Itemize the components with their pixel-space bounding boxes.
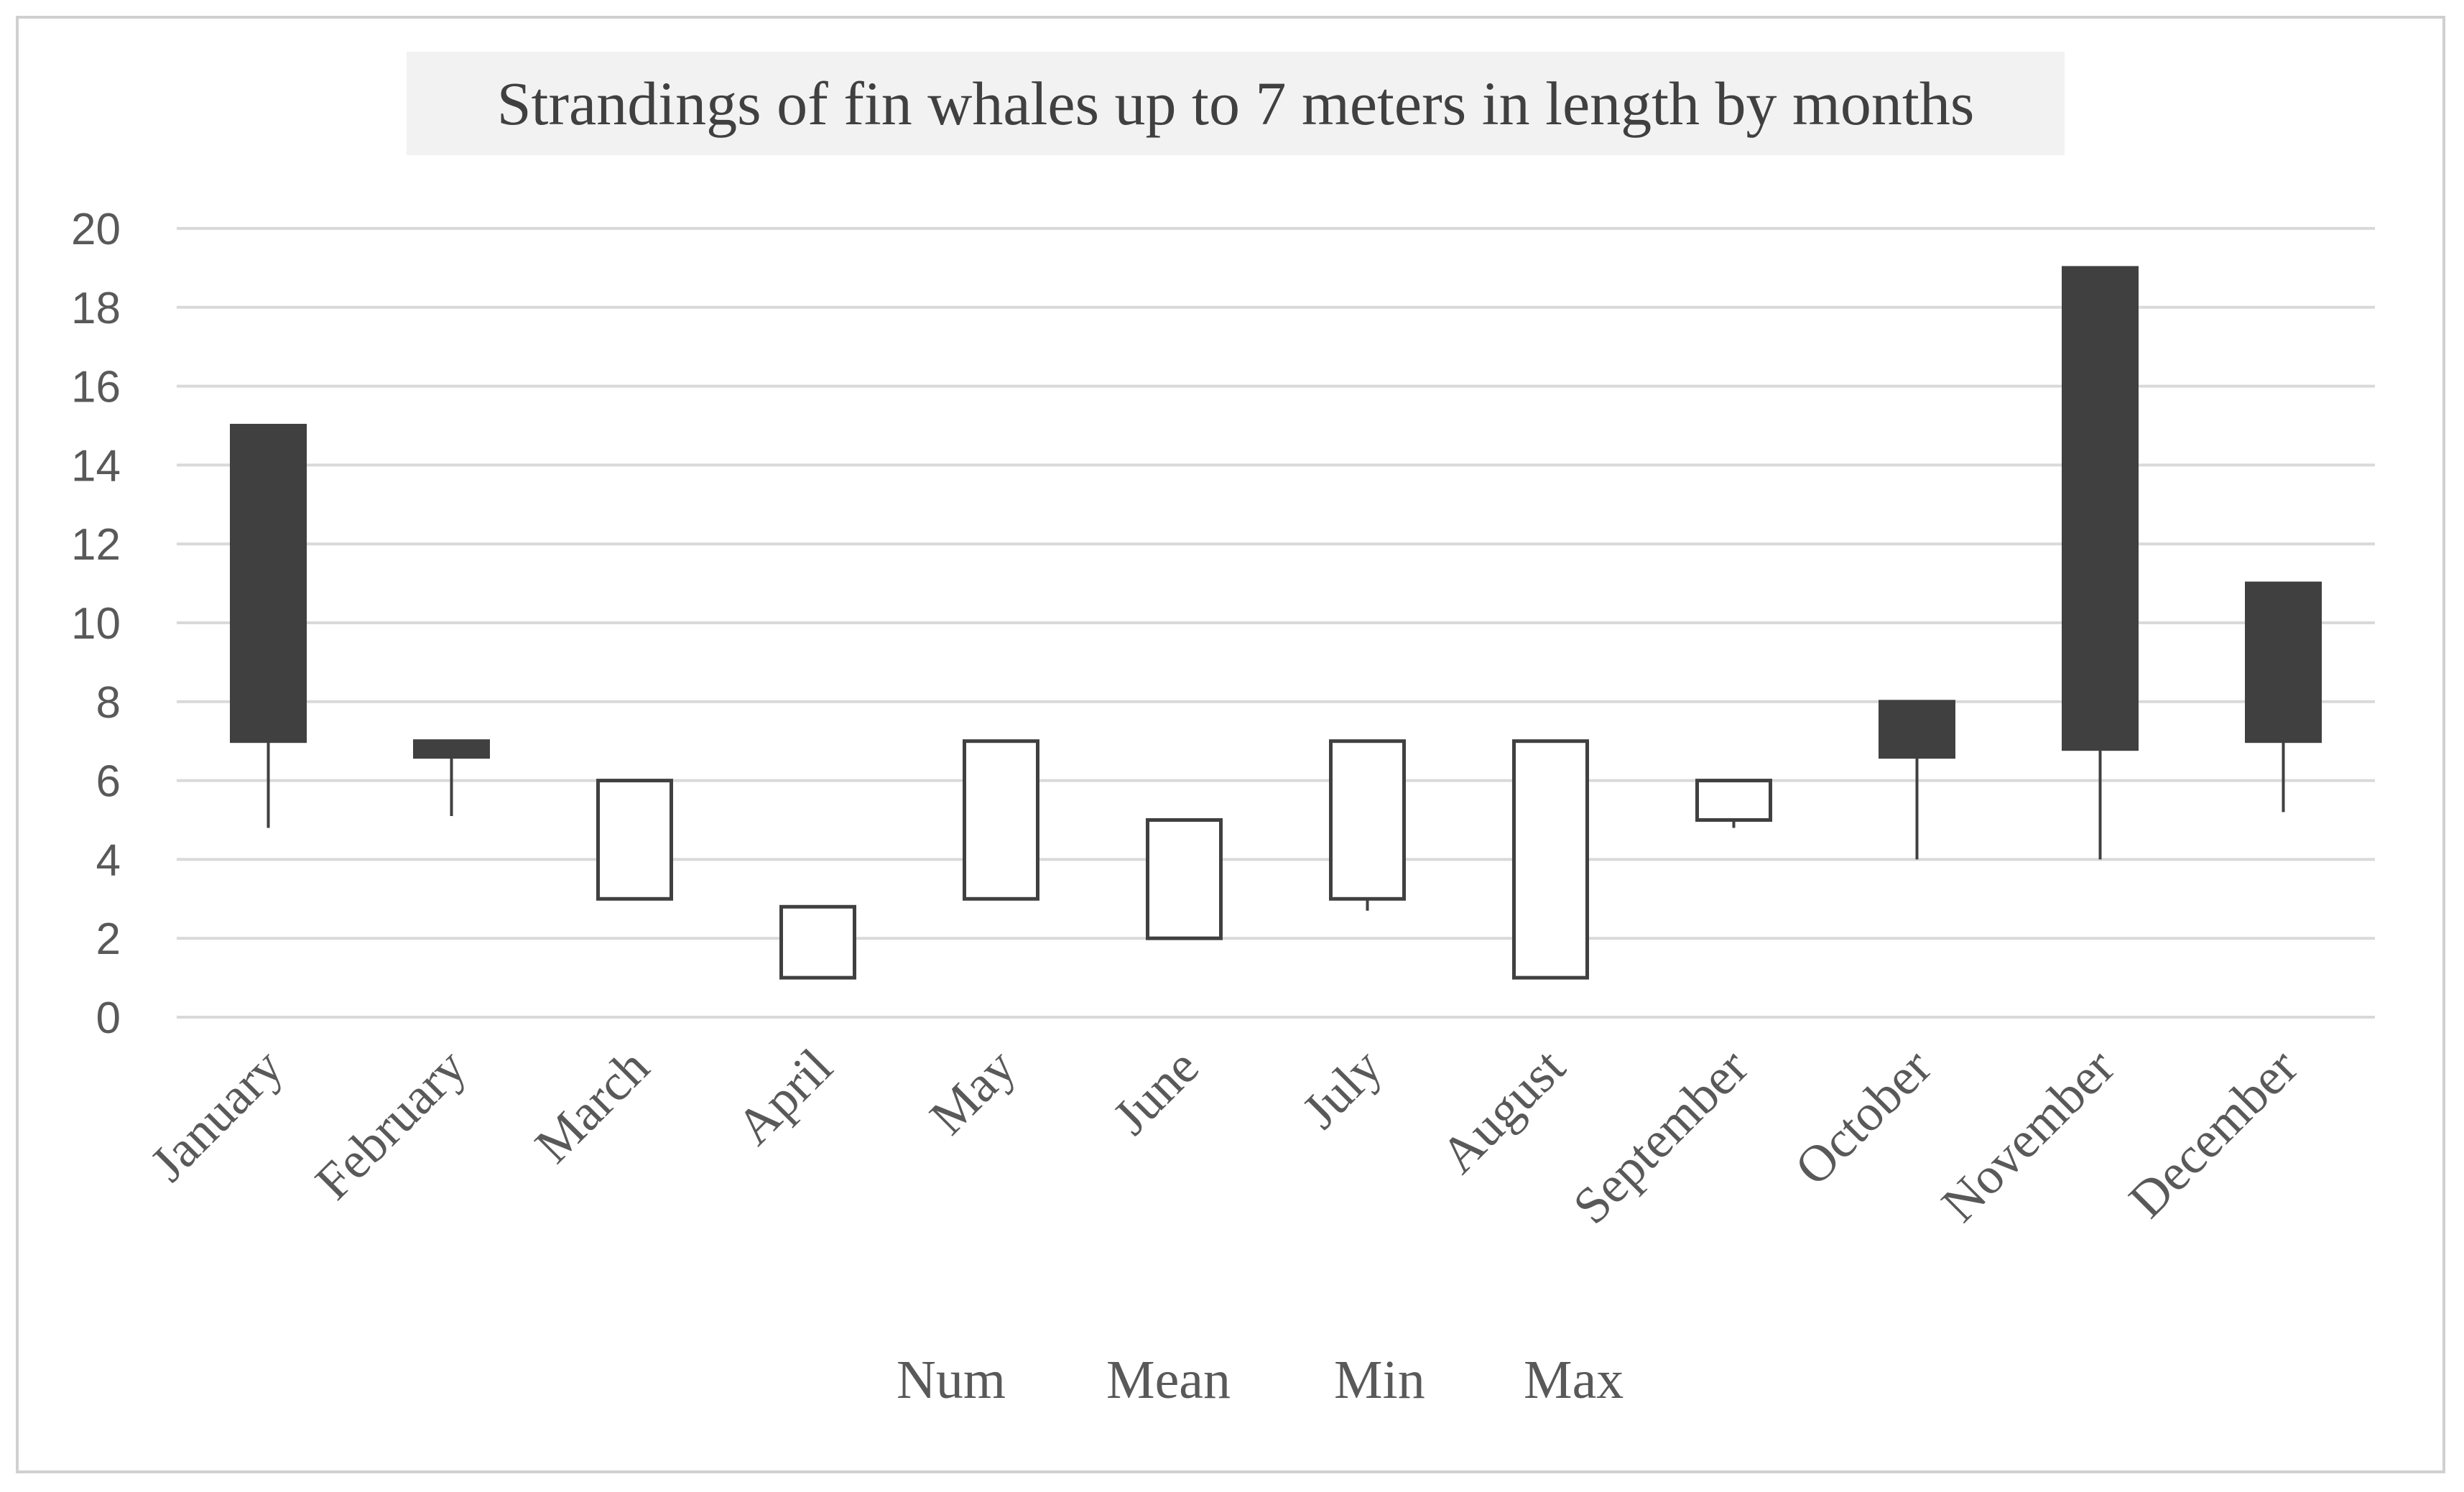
legend: Num Mean Min Max [0,1349,2464,1421]
chart-title-box: Strandings of fin whales up to 7 meters … [407,52,2065,155]
candle-april [779,904,856,980]
x-axis-ticks: January February March April May June July Augu… [139,1038,2309,1235]
x-tick-label: March [524,1038,659,1174]
y-tick-label: 20 [71,205,121,254]
candle-september [1695,779,1772,828]
x-tick-label: November [1930,1038,2125,1233]
y-tick-label: 2 [96,914,121,964]
candle-december [2245,581,2322,812]
candles [230,266,2322,980]
candle-february [413,739,490,817]
y-axis-ticks: 0 2 4 6 8 10 12 14 16 18 20 [71,205,121,1043]
candle-body [2245,581,2322,743]
candle-body [1512,739,1589,980]
candle-june [1146,818,1223,940]
candle-body [1146,818,1223,940]
candle-november [2062,266,2139,860]
x-tick-label: August [1430,1038,1576,1185]
legend-item-min: Min [1334,1350,1425,1410]
x-tick-label: September [1562,1038,1759,1235]
candle-august [1512,739,1589,980]
candle-body [2062,266,2139,751]
y-tick-label: 18 [71,284,121,333]
candle-body [963,739,1039,901]
x-tick-label: February [304,1038,476,1210]
x-tick-label: December [2118,1038,2309,1229]
gridlines [177,227,2375,1019]
candle-may [963,739,1039,901]
candle-body [230,424,307,743]
candle-body [1695,779,1772,822]
legend-item-mean: Mean [1106,1350,1231,1410]
y-tick-label: 4 [96,835,121,885]
x-tick-label: April [726,1038,843,1156]
x-tick-label: January [139,1038,294,1192]
candle-body [779,904,856,980]
candle-body [596,779,673,901]
y-tick-label: 8 [96,678,121,728]
y-tick-label: 16 [71,363,121,412]
candle-body [413,739,490,759]
candle-body [1879,700,1955,759]
candle-july [1329,739,1406,911]
candle-body [1329,739,1406,901]
y-tick-label: 0 [96,993,121,1043]
y-tick-label: 12 [71,520,121,570]
candle-january [230,424,307,828]
x-tick-label: June [1102,1038,1210,1146]
chart-title: Strandings of fin whales up to 7 meters … [496,69,1975,138]
candle-october [1879,700,1955,860]
y-tick-label: 10 [71,599,121,649]
candle-march [596,779,673,901]
legend-item-max: Max [1524,1350,1624,1410]
x-tick-label: May [919,1038,1027,1146]
x-tick-label: October [1784,1038,1942,1197]
legend-item-num: Num [897,1350,1006,1410]
x-tick-label: July [1291,1038,1392,1139]
y-tick-label: 6 [96,757,121,807]
y-tick-label: 14 [71,441,121,491]
